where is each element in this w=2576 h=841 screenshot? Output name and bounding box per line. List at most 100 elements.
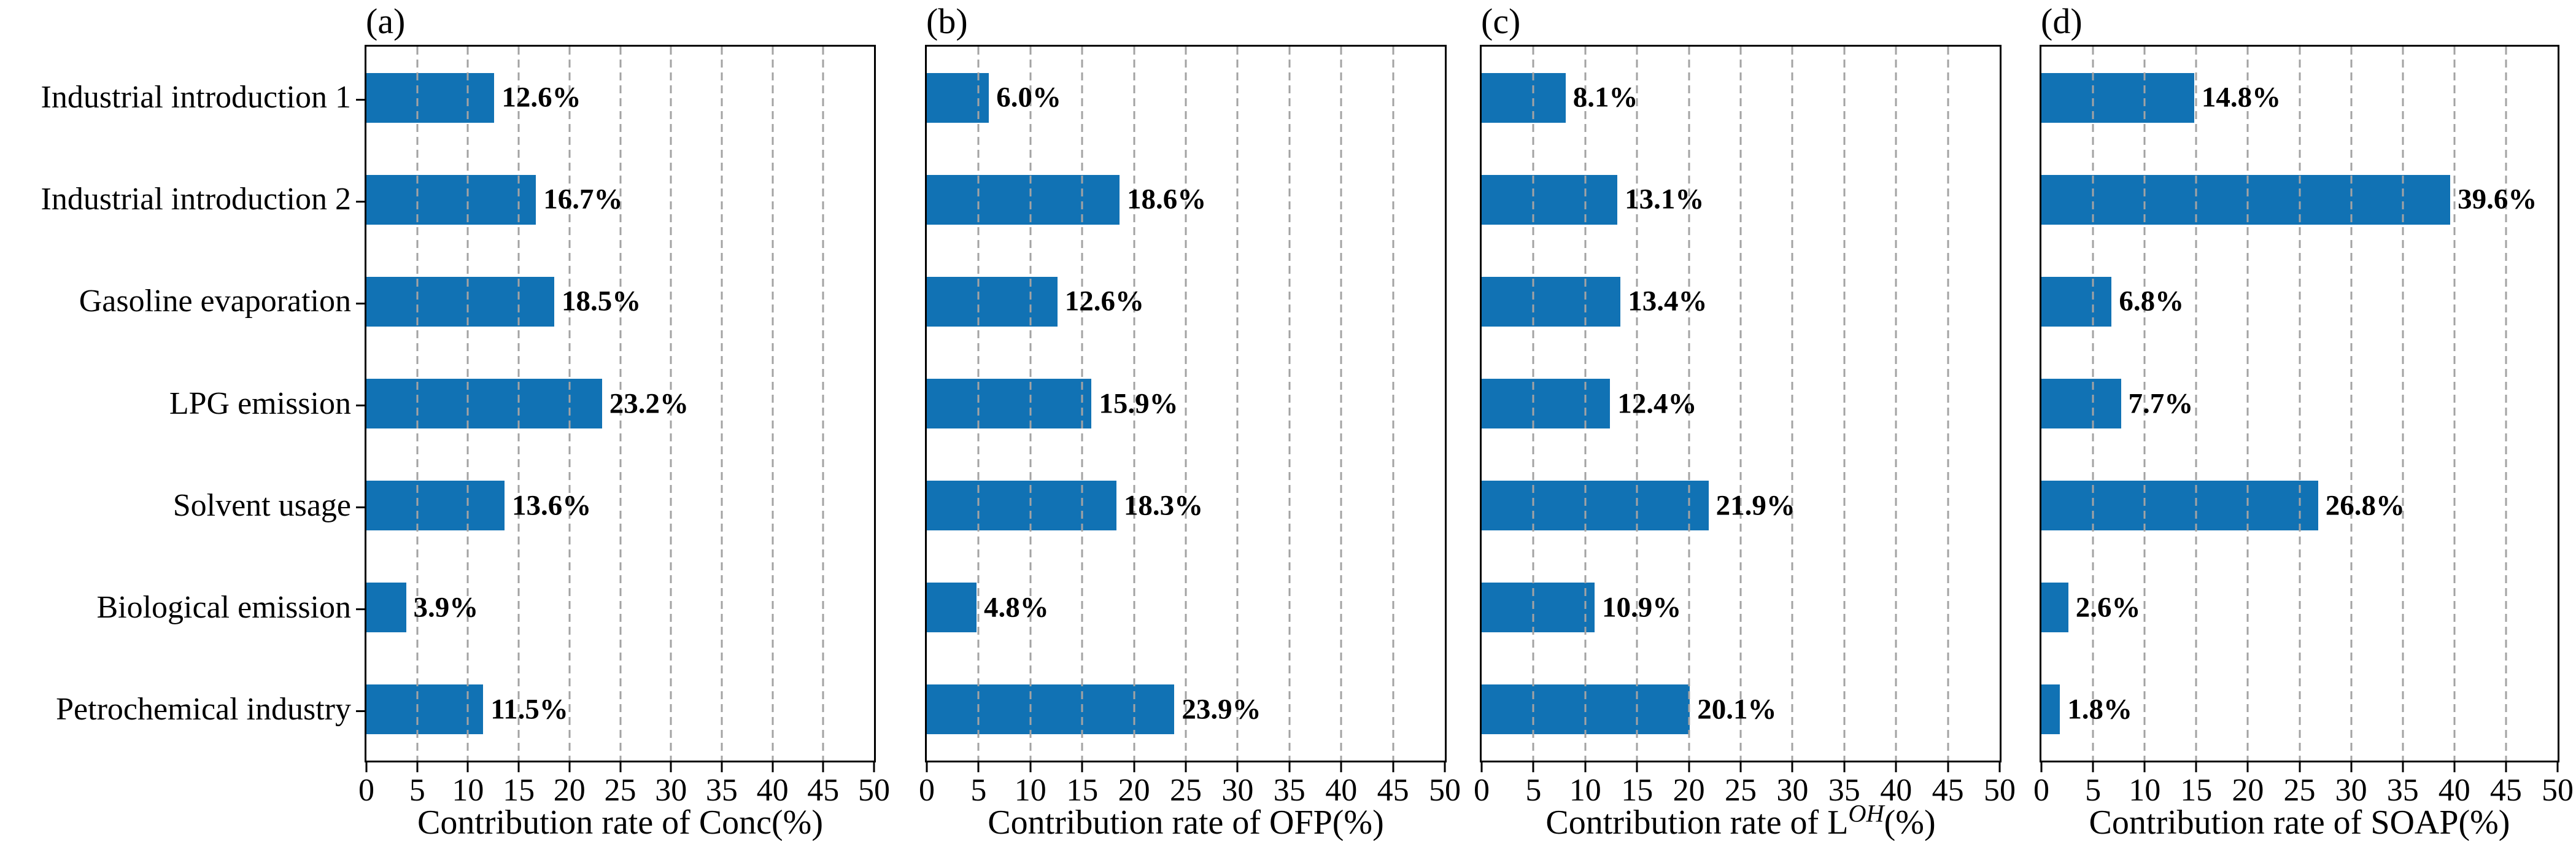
bar (1482, 72, 1566, 123)
bar-value-label: 7.7% (2128, 387, 2194, 419)
gridline (977, 47, 980, 761)
x-tick-mark (1392, 762, 1394, 772)
bar (927, 174, 1120, 225)
gridline (1133, 47, 1135, 761)
bar (927, 276, 1058, 327)
gridline (2453, 47, 2456, 761)
x-tick-mark (1843, 762, 1846, 772)
bar (366, 72, 495, 123)
x-tick-mark (1584, 762, 1587, 772)
bar (2041, 583, 2068, 633)
bar (1482, 583, 1595, 633)
bar-value-label: 20.1% (1697, 693, 1777, 726)
plot-area: 14.8% 39.6% 6.8% 7.7% 26.8% 2.6% 1.8% (2040, 45, 2559, 762)
bar-value-label: 26.8% (2325, 489, 2405, 522)
bar (1482, 276, 1621, 327)
x-tick-mark (2453, 762, 2456, 772)
gridline (1029, 47, 1032, 761)
panel: (d) 14.8% 39.6% 6.8% 7.7% 26.8% 2.6% 1.8% Cont… (2033, 0, 2574, 841)
gridline (2143, 47, 2146, 761)
x-tick-mark (1340, 762, 1342, 772)
panel: (a) 12.6% 16.7% 18.5% 23.2% 13.6% 3.9% 11.5% C… (356, 0, 890, 841)
x-tick-mark (1029, 762, 1032, 772)
bar-value-label: 16.7% (543, 183, 623, 215)
x-tick-mark (1636, 762, 1638, 772)
category-label: Industrial introduction 1 (41, 80, 351, 115)
gridline (721, 47, 723, 761)
x-tick-mark (2402, 762, 2404, 772)
x-tick-label: 35 (2386, 773, 2419, 808)
x-tick-mark (416, 762, 419, 772)
gridline (2505, 47, 2507, 761)
gridline (1236, 47, 1239, 761)
bar-value-label: 12.6% (501, 81, 581, 114)
x-tick-mark (2505, 762, 2507, 772)
x-tick-mark (1739, 762, 1742, 772)
category-label: Biological emission (96, 589, 351, 625)
bar (2041, 72, 2194, 123)
x-axis-label-prefix: Contribution rate of SOAP(%) (2089, 804, 2510, 841)
bar-value-label: 4.8% (984, 591, 1049, 624)
x-tick-label: 15 (503, 773, 535, 808)
gridline (1843, 47, 1846, 761)
bar-value-label: 12.4% (1617, 387, 1697, 419)
x-tick-mark (1185, 762, 1187, 772)
bar-value-label: 18.3% (1123, 489, 1204, 522)
bar-value-label: 14.8% (2201, 81, 2281, 114)
gridline (1739, 47, 1742, 761)
x-tick-mark (1480, 762, 1483, 772)
category-label: Industrial introduction 2 (41, 182, 351, 217)
x-tick-mark (1791, 762, 1793, 772)
bar-value-label: 13.4% (1628, 285, 1708, 317)
bar-value-label: 23.9% (1182, 693, 1261, 726)
x-tick-mark (873, 762, 875, 772)
gridline (1392, 47, 1394, 761)
bar (366, 276, 554, 327)
x-tick-label: 20 (1673, 773, 1705, 808)
x-tick-label: 45 (807, 773, 840, 808)
gridline (1340, 47, 1342, 761)
bar-value-label: 23.2% (609, 387, 689, 419)
x-tick-label: 10 (452, 773, 484, 808)
gridline (1288, 47, 1291, 761)
x-tick-mark (1081, 762, 1083, 772)
x-axis-label-prefix: Contribution rate of Conc(%) (417, 804, 823, 841)
x-tick-label: 35 (1273, 773, 1305, 808)
x-tick-label: 25 (1170, 773, 1202, 808)
x-tick-label: 0 (1474, 773, 1490, 808)
bar (927, 481, 1116, 531)
x-tick-mark (619, 762, 621, 772)
gridline (822, 47, 824, 761)
y-tick-mark (356, 405, 366, 406)
x-tick-mark (721, 762, 723, 772)
x-tick-label: 50 (858, 773, 890, 808)
panel: (c) 8.1% 13.1% 13.4% 12.4% 21.9% 10.9% 20.1% C… (1474, 0, 2016, 841)
x-tick-label: 20 (2232, 773, 2264, 808)
x-tick-mark (1288, 762, 1291, 772)
x-tick-mark (822, 762, 824, 772)
gridline (2246, 47, 2249, 761)
x-tick-mark (2246, 762, 2249, 772)
x-tick-label: 30 (1221, 773, 1254, 808)
x-tick-mark (1998, 762, 2001, 772)
bar-value-label: 6.8% (2119, 285, 2184, 317)
gridline (2350, 47, 2353, 761)
bar (927, 72, 989, 123)
panel: (b) 6.0% 18.6% 12.6% 15.9% 18.3% 4.8% 23.9% Co… (919, 0, 1461, 841)
bar (366, 684, 484, 735)
gridline (1185, 47, 1187, 761)
x-tick-label: 50 (1984, 773, 2016, 808)
category-labels-column: Industrial introduction 1 Industrial intr… (0, 45, 351, 762)
x-tick-mark (1236, 762, 1239, 772)
x-tick-label: 10 (2129, 773, 2161, 808)
x-tick-label: 30 (2335, 773, 2367, 808)
gridline (2092, 47, 2094, 761)
x-tick-mark (568, 762, 571, 772)
gridline (416, 47, 419, 761)
gridline (1791, 47, 1793, 761)
bar-value-label: 39.6% (2458, 183, 2537, 215)
x-axis-label: Contribution rate of Conc(%) (365, 805, 876, 840)
bar-value-label: 10.9% (1601, 591, 1682, 624)
gridline (1895, 47, 1897, 761)
